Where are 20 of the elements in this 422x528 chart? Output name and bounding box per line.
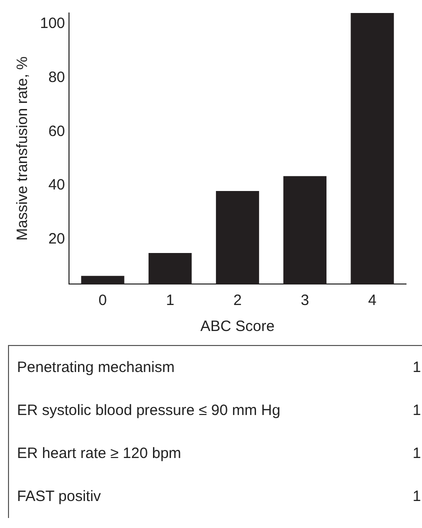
x-axis-title: ABC Score (200, 318, 275, 336)
category-label: FAST positiv (17, 488, 101, 505)
data-label: 1 (412, 488, 421, 505)
y-tick-label: 60 (48, 122, 66, 140)
y-tick-label: 40 (48, 176, 66, 194)
y-axis-title: Massive transfusion rate, % (14, 56, 32, 241)
x-tick-label: 1 (166, 292, 174, 310)
y-tick-label: 80 (48, 68, 66, 86)
y-tick-label: 20 (48, 230, 66, 248)
data-label: 1 (412, 359, 421, 376)
category-label: ER systolic blood pressure ≤ 90 mm Hg (17, 402, 280, 419)
data-label: 1 (412, 402, 421, 419)
data-label: 1 (412, 445, 421, 462)
x-tick-label: 2 (233, 292, 242, 310)
category-label: ER heart rate ≥ 120 bpm (17, 445, 182, 462)
x-tick-label: 4 (368, 292, 376, 310)
x-tick-label: 0 (98, 292, 107, 310)
x-tick-label: 3 (300, 292, 310, 310)
y-tick-label: 100 (40, 14, 66, 32)
category-label: Penetrating mechanism (17, 359, 175, 376)
